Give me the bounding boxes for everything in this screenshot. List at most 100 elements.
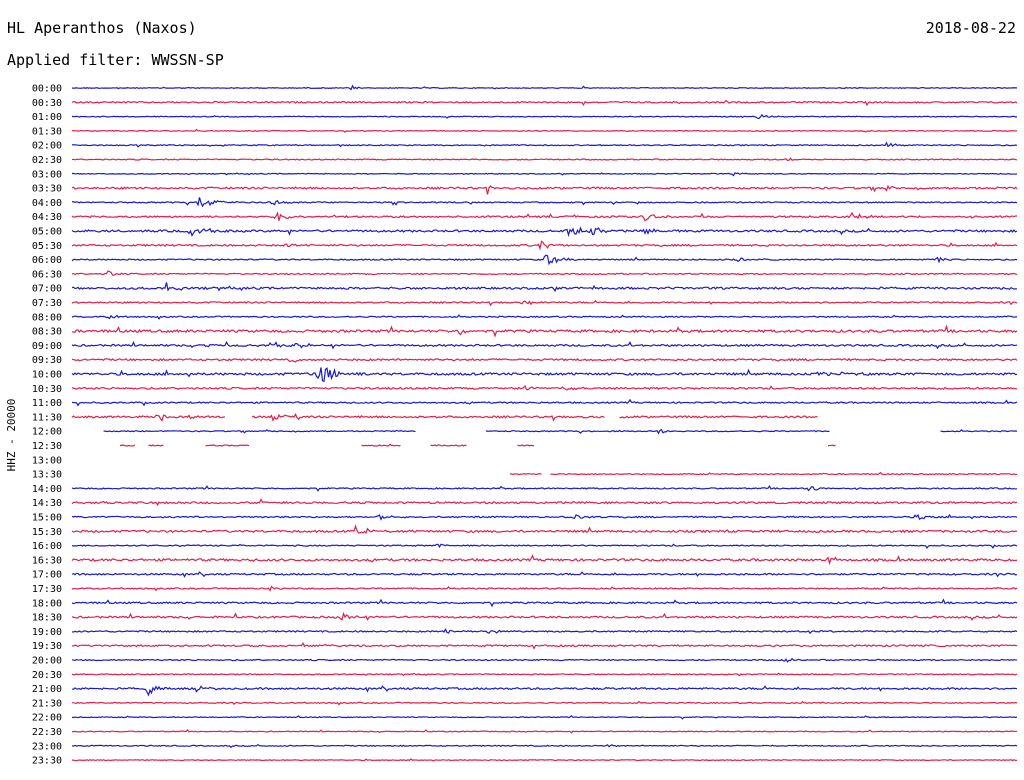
tick-label-2000: 20:00 [32,656,62,667]
tick-label-1200: 12:00 [32,427,62,438]
tick-label-0530: 05:30 [32,241,62,252]
trace-1330 [509,471,1018,476]
trace-1930 [71,642,1018,650]
tick-label-1830: 18:30 [32,613,62,624]
trace-1230 [120,444,1017,446]
tick-label-1230: 12:30 [32,441,62,452]
trace-0600 [71,254,1018,266]
trace-1700 [71,571,1018,578]
tick-label-2300: 23:00 [32,741,62,752]
trace-0530 [71,240,1018,251]
tick-label-1730: 17:30 [32,584,62,595]
tick-label-0100: 01:00 [32,112,62,123]
trace-1000 [71,367,1018,383]
filter-label: Applied filter: WWSSN-SP [7,51,224,69]
record-date: 2018-08-22 [925,19,1016,37]
trace-0330 [71,184,1018,195]
time-tick-labels: 00:00 00:30 01:00 01:30 02:00 02:30 03:00 03:30… [32,84,62,767]
tick-label-1930: 19:30 [32,641,62,652]
tick-label-2030: 20:30 [32,670,62,681]
tick-label-1530: 15:30 [32,527,62,538]
trace-0030 [71,99,1018,107]
tick-label-1400: 14:00 [32,484,62,495]
trace-0900 [71,340,1018,350]
trace-0400 [71,197,1018,208]
trace-0100 [71,113,1018,120]
tick-label-0600: 06:00 [32,255,62,266]
tick-label-0500: 05:00 [32,227,62,238]
tick-label-2100: 21:00 [32,684,62,695]
tick-label-1500: 15:00 [32,513,62,524]
tick-label-1100: 11:00 [32,398,62,409]
tick-label-1700: 17:00 [32,570,62,581]
trace-2230 [71,729,1018,734]
tick-label-1130: 11:30 [32,412,62,423]
tick-label-0030: 00:30 [32,98,62,109]
tick-label-1800: 18:00 [32,598,62,609]
tick-label-1030: 10:30 [32,384,62,395]
trace-1430 [71,498,1018,507]
tick-label-2230: 22:30 [32,727,62,738]
trace-0130 [71,128,1018,133]
trace-1200 [103,428,1018,435]
tick-label-1900: 19:00 [32,627,62,638]
trace-1130 [72,414,1017,420]
trace-2330 [71,758,1018,762]
trace-0630 [71,270,1018,276]
station-title: HL Aperanthos (Naxos) [7,19,197,37]
tick-label-0400: 04:00 [32,198,62,209]
trace-1100 [71,398,1018,407]
tick-label-1000: 10:00 [32,370,62,381]
trace-2200 [71,715,1018,720]
tick-label-1330: 13:30 [32,470,62,481]
tick-label-0300: 03:00 [32,169,62,180]
tick-label-0800: 08:00 [32,312,62,323]
tick-label-0200: 02:00 [32,141,62,152]
trace-2100 [71,685,1018,697]
trace-1400 [71,484,1018,492]
trace-0800 [71,314,1018,320]
trace-2030 [71,672,1018,677]
trace-1730 [71,585,1018,592]
tick-label-0700: 07:00 [32,284,62,295]
trace-0430 [71,211,1018,222]
tick-label-2200: 22:00 [32,713,62,724]
tick-label-0130: 01:30 [32,126,62,137]
trace-1830 [71,611,1018,621]
trace-0200 [71,141,1018,148]
tick-label-0430: 04:30 [32,212,62,223]
tick-label-0830: 08:30 [32,327,62,338]
trace-0700 [71,282,1018,293]
tick-label-1300: 13:00 [32,455,62,466]
tick-label-0330: 03:30 [32,184,62,195]
tick-label-0230: 02:30 [32,155,62,166]
trace-0830 [71,324,1018,338]
tick-label-1430: 14:30 [32,498,62,509]
trace-1900 [71,628,1018,635]
tick-label-0900: 09:00 [32,341,62,352]
trace-0000 [71,84,1018,91]
trace-1600 [71,543,1018,549]
tick-label-0730: 07:30 [32,298,62,309]
tick-label-0000: 00:00 [32,84,62,95]
trace-1030 [71,384,1018,391]
tick-label-2330: 23:30 [32,756,62,767]
trace-0230 [71,157,1018,162]
trace-1500 [71,513,1018,521]
tick-label-2130: 21:30 [32,698,62,709]
trace-2300 [71,743,1018,749]
trace-2000 [71,657,1018,663]
trace-2130 [71,700,1018,706]
trace-0300 [71,172,1018,177]
trace-0930 [71,357,1018,363]
trace-0730 [71,299,1018,307]
tick-label-1630: 16:30 [32,555,62,566]
tick-label-1600: 16:00 [32,541,62,552]
trace-1800 [71,598,1018,608]
tick-label-0930: 09:30 [32,355,62,366]
seismic-traces [71,84,1018,762]
trace-1630 [71,554,1018,566]
tick-label-0630: 06:30 [32,269,62,280]
trace-1530 [71,524,1018,534]
